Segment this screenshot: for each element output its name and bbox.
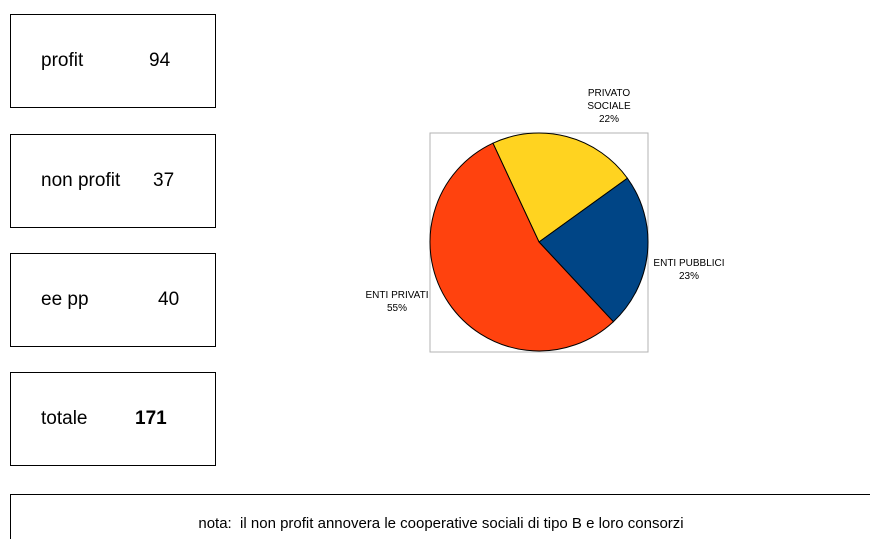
stat-box-ee-pp: ee pp 40 [10, 253, 216, 347]
slice-category-label: ENTI PRIVATI [366, 290, 429, 301]
stat-box-totale: totale 171 [10, 372, 216, 466]
stat-box-profit: profit 94 [10, 14, 216, 108]
pie-slice [429, 142, 615, 352]
pie-slice [538, 177, 649, 323]
pie-labels: PRIVATO SOCIALE 22% ENTI PUBBLICI 23% ENTI PR… [366, 88, 725, 314]
note-text: nota: il non profit annovera le cooperat… [198, 515, 684, 532]
slice-category-label: PRIVATO [588, 88, 630, 99]
note-box: nota: il non profit annovera le cooperat… [10, 494, 870, 539]
stat-value: 37 [153, 170, 175, 191]
slice-percent-label: 23% [679, 271, 699, 282]
stat-label: totale [41, 408, 88, 429]
slice-category-label: ENTI PUBBLICI [653, 258, 724, 269]
stat-label: ee pp [41, 289, 89, 310]
stat-value: 94 [149, 50, 171, 71]
stat-box-non-profit: non profit 37 [10, 134, 216, 228]
stat-label: profit [41, 50, 84, 71]
slice-percent-label: 55% [387, 303, 407, 314]
slice-category-label: SOCIALE [587, 101, 631, 112]
pie-slices [429, 132, 649, 352]
stat-label: non profit [41, 170, 121, 191]
stat-value: 40 [158, 289, 180, 310]
stat-value: 171 [135, 408, 167, 429]
slice-percent-label: 22% [599, 114, 619, 125]
